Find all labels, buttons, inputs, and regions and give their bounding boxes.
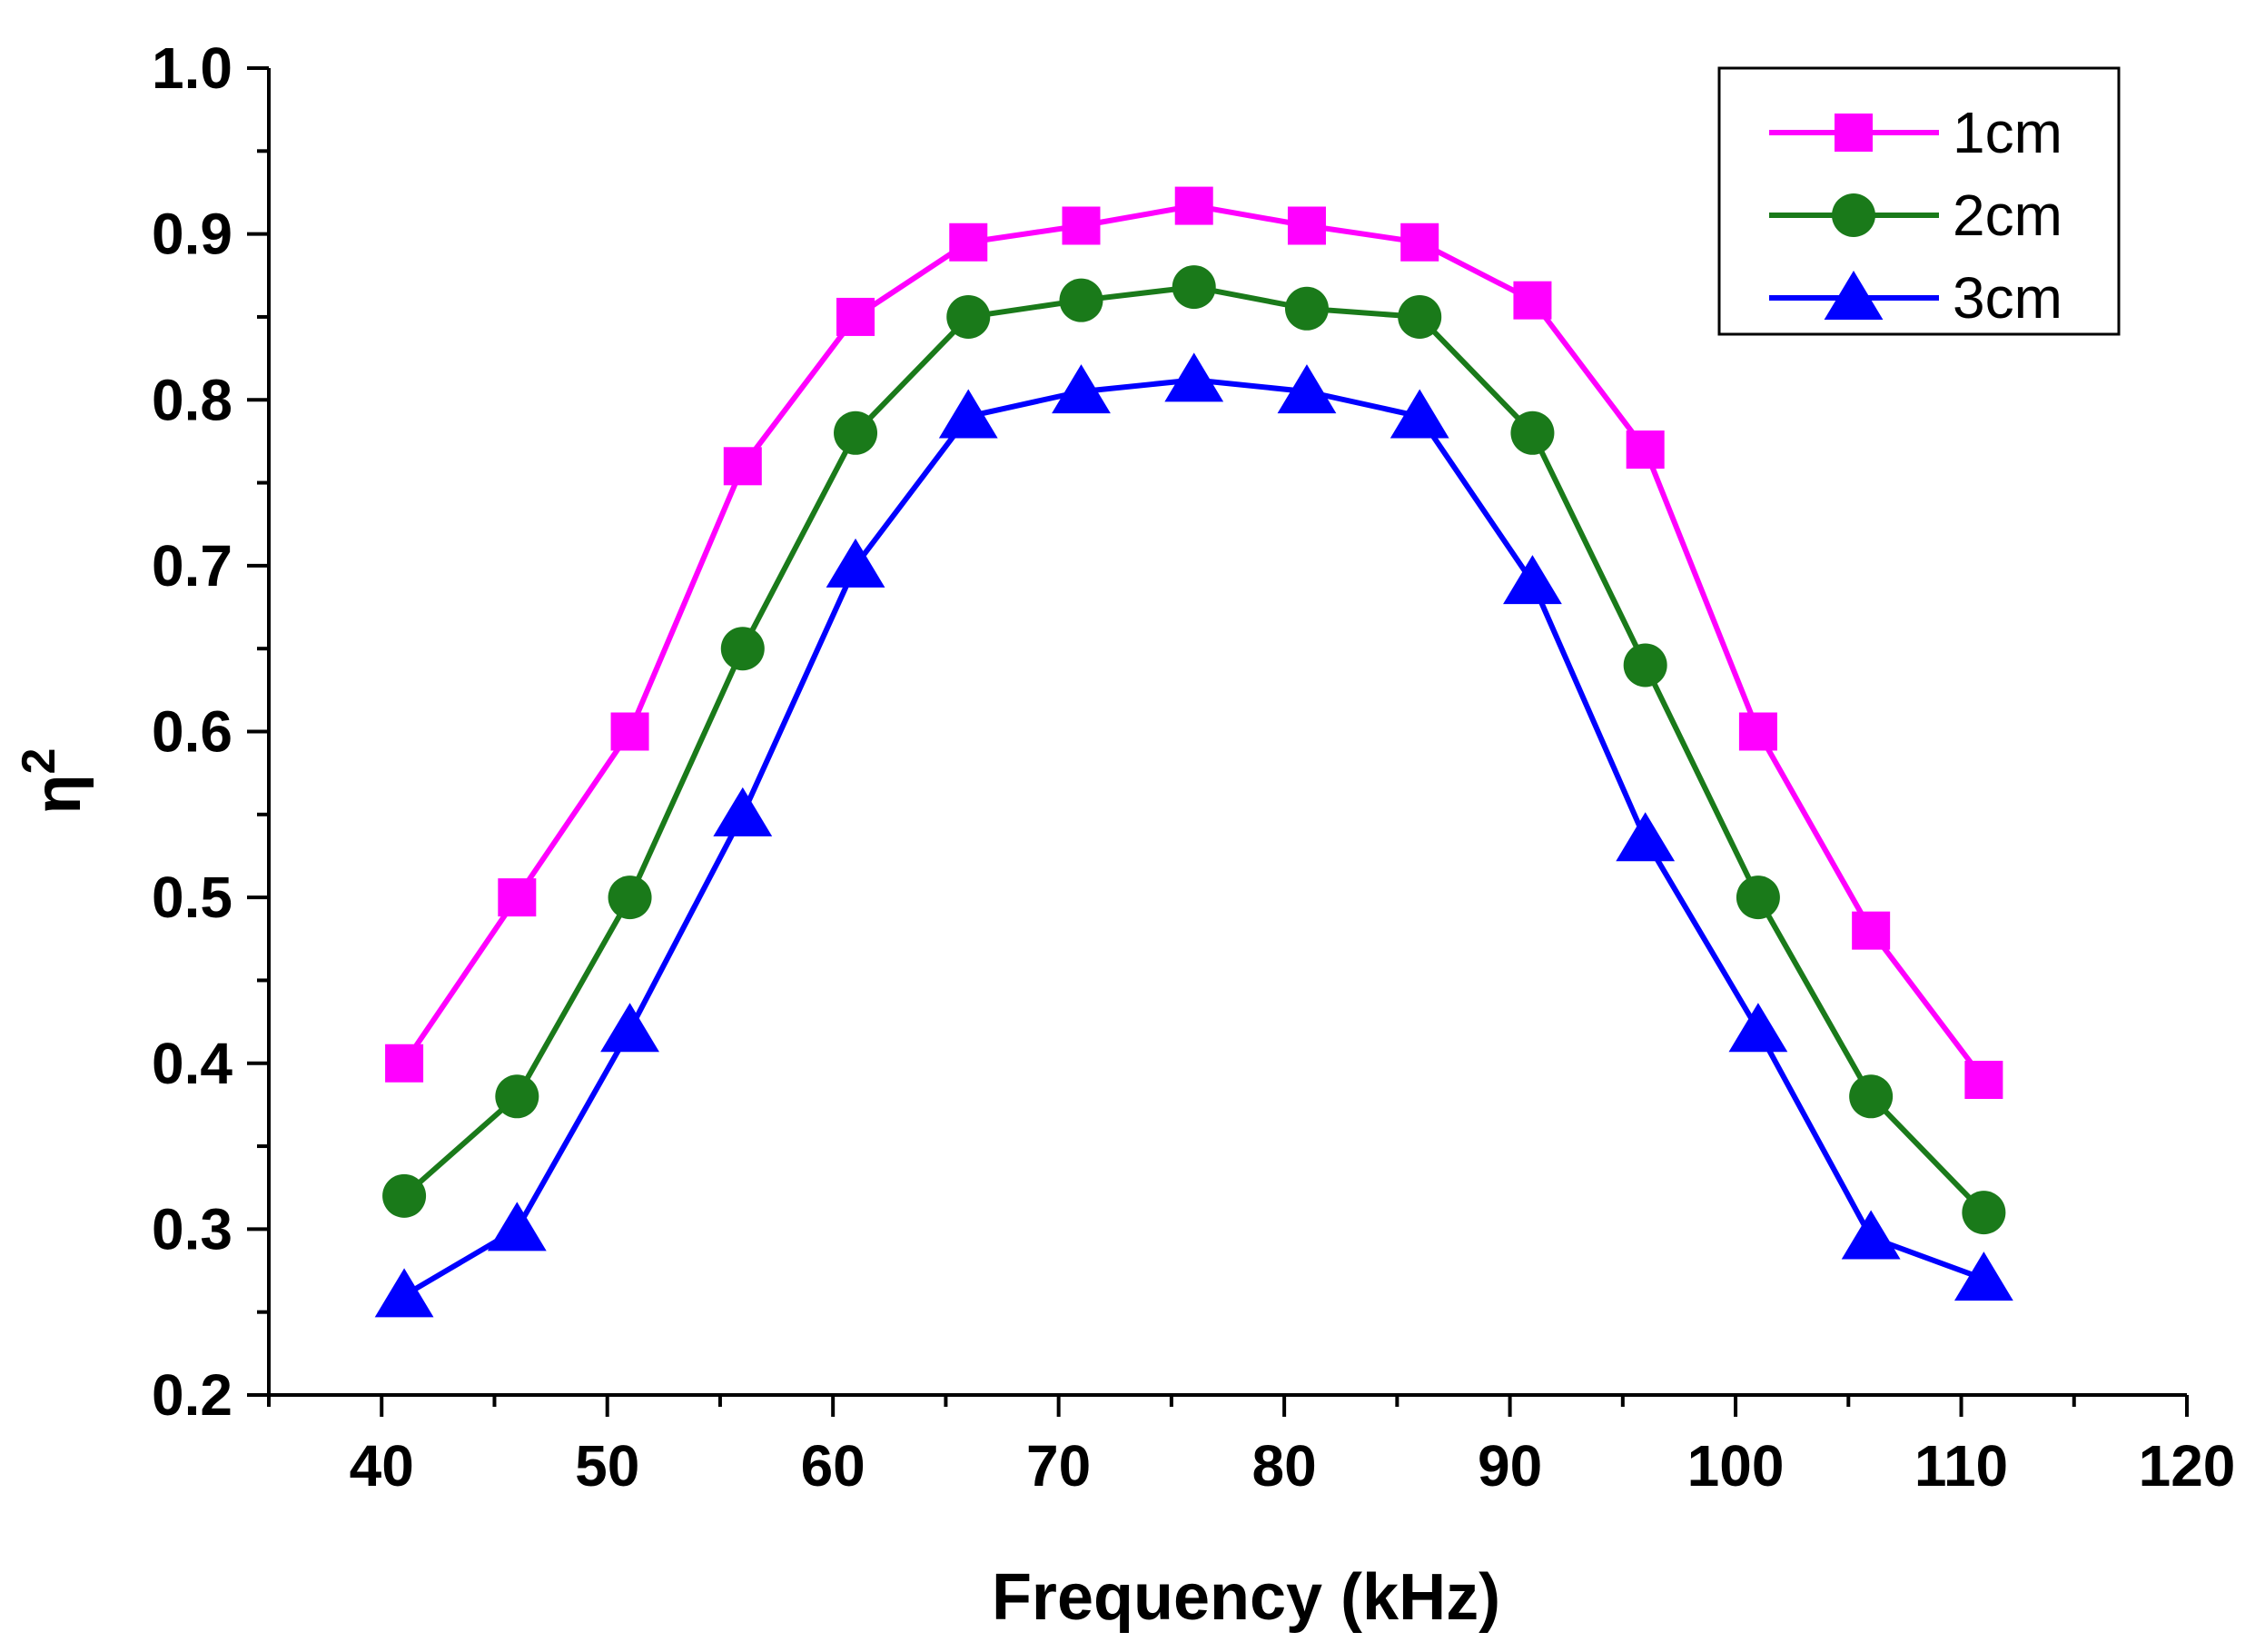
x-tick-label: 120: [2139, 1433, 2236, 1499]
legend-label: 1cm: [1953, 100, 2062, 165]
x-tick-label: 40: [350, 1433, 414, 1499]
y-tick-label: 0.4: [152, 1031, 232, 1096]
y-tick-label: 0.6: [152, 699, 232, 765]
data-point: [1849, 1074, 1894, 1119]
y-tick-label: 0.8: [152, 367, 232, 432]
data-point: [713, 786, 773, 836]
series-1cm: [385, 186, 2003, 1100]
x-tick-label: 90: [1478, 1433, 1542, 1499]
y-tick-label: 0.3: [152, 1196, 232, 1261]
y-tick-label: 0.5: [152, 865, 232, 930]
series-layer: [374, 186, 2013, 1318]
legend-marker: [1824, 271, 1884, 320]
x-tick-label: 60: [801, 1433, 865, 1499]
data-point: [1962, 1191, 2006, 1235]
legend-marker: [1835, 114, 1873, 152]
data-point: [600, 1003, 659, 1053]
legend-label: 2cm: [1953, 183, 2062, 248]
x-axis-title: Frequency (kHz): [992, 1561, 1500, 1634]
series-line: [402, 377, 1985, 1299]
chart-axes: 0.2 0.3 0.4 0.5 0.6 0.7 0.8 0.9 1.0 40 50 60 70 80 90 1…: [152, 35, 2235, 1499]
data-point: [1616, 812, 1676, 862]
series-2cm: [382, 265, 2006, 1235]
data-point: [608, 875, 652, 920]
data-point: [1623, 643, 1667, 688]
data-point: [836, 297, 875, 336]
data-point: [1059, 278, 1103, 322]
data-point: [1398, 294, 1442, 339]
y-tick-label: 0.2: [152, 1362, 232, 1428]
series-line: [401, 203, 1986, 1082]
data-point: [1400, 223, 1439, 262]
data-point: [1164, 352, 1224, 402]
x-tick-label: 50: [575, 1433, 639, 1499]
data-point: [610, 712, 649, 751]
legend-item-2cm: 2cm: [1769, 183, 2062, 248]
data-point: [1287, 206, 1326, 245]
data-point: [1277, 364, 1337, 414]
legend-box: [1717, 66, 2121, 336]
data-point: [1964, 1061, 2003, 1100]
legend-item-1cm: 1cm: [1769, 100, 2062, 165]
data-point: [1174, 186, 1213, 225]
data-point: [374, 1268, 434, 1318]
data-point: [1841, 1210, 1901, 1260]
data-point: [720, 627, 765, 671]
data-point: [834, 411, 878, 455]
data-point: [1510, 411, 1555, 455]
legend: 1cm 2cm 3cm: [1717, 66, 2121, 336]
x-tick-label: 110: [1914, 1433, 2008, 1499]
data-point: [1738, 712, 1777, 751]
data-point: [723, 447, 762, 486]
data-point: [1284, 286, 1329, 331]
data-point: [487, 1202, 547, 1251]
data-point: [1736, 875, 1780, 920]
data-point: [1172, 265, 1216, 310]
data-point: [1513, 281, 1552, 320]
data-point: [1728, 1003, 1788, 1053]
y-tick-label: 1.0: [152, 35, 232, 101]
data-point: [949, 223, 988, 262]
data-point: [498, 878, 537, 917]
y-tick-label: 0.7: [152, 533, 232, 598]
series-3cm: [374, 352, 2013, 1318]
data-point: [938, 389, 998, 439]
data-point: [1503, 555, 1562, 605]
x-tick-label: 70: [1026, 1433, 1091, 1499]
data-point: [495, 1074, 539, 1119]
data-point: [1953, 1251, 2013, 1301]
y-axis-title-superscript: 2: [13, 748, 65, 775]
data-point: [946, 294, 991, 339]
x-tick-label: 80: [1252, 1433, 1317, 1499]
legend-label: 3cm: [1953, 265, 2062, 331]
data-point: [1390, 389, 1449, 439]
data-point: [385, 1044, 424, 1083]
data-point: [382, 1173, 427, 1218]
legend-item-3cm: 3cm: [1769, 265, 2062, 331]
y-tick-label: 0.9: [152, 202, 232, 267]
x-tick-label: 100: [1687, 1433, 1785, 1499]
y-axis-title-base: η: [22, 774, 94, 814]
data-point: [1062, 206, 1101, 245]
y-axis-title-group: η2: [13, 748, 94, 815]
data-point: [1852, 911, 1891, 950]
legend-marker: [1832, 193, 1875, 237]
data-point: [826, 538, 885, 588]
data-point: [1626, 430, 1665, 470]
data-point: [1052, 364, 1111, 414]
y-axis-title: η2: [13, 748, 94, 815]
